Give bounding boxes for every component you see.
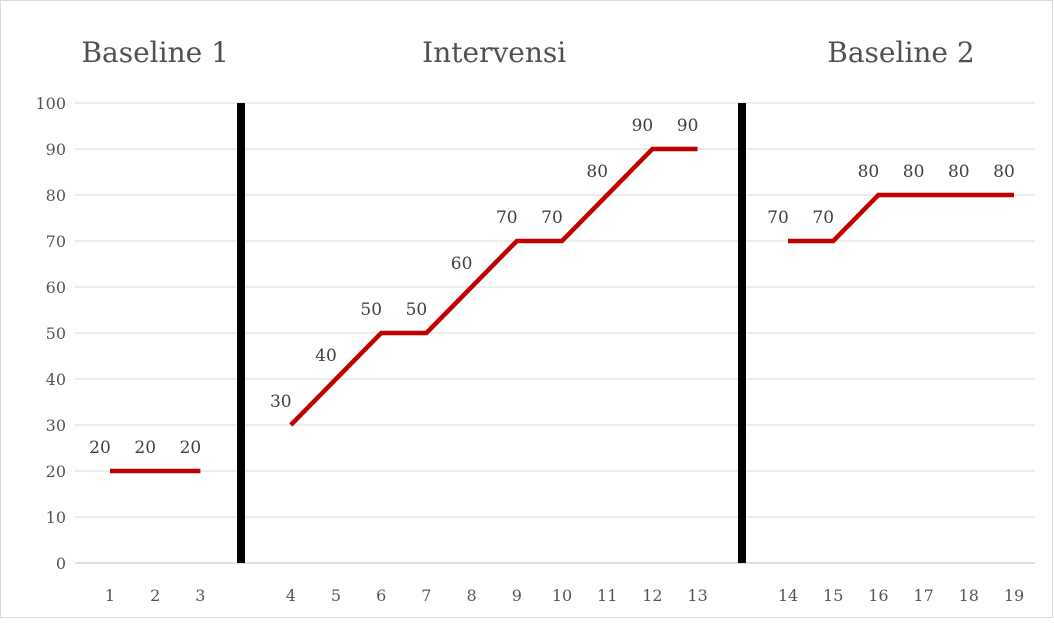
x-tick-label: 1 [105, 586, 115, 605]
y-tick-label: 90 [46, 140, 66, 159]
x-tick-label: 12 [642, 586, 662, 605]
data-label: 80 [948, 162, 970, 182]
data-label: 30 [270, 392, 292, 412]
y-tick-label: 30 [46, 416, 66, 435]
data-label: 60 [451, 254, 473, 274]
data-label: 80 [586, 162, 608, 182]
data-label: 40 [315, 346, 337, 366]
data-label: 90 [632, 116, 654, 136]
x-tick-label: 6 [376, 586, 386, 605]
data-label: 90 [677, 116, 699, 136]
y-tick-label: 80 [46, 186, 66, 205]
y-tick-label: 50 [46, 324, 66, 343]
data-label: 80 [858, 162, 880, 182]
data-label: 50 [406, 300, 428, 320]
x-tick-label: 8 [467, 586, 477, 605]
phase-title: Baseline 2 [827, 36, 974, 69]
x-tick-label: 14 [778, 586, 798, 605]
data-label: 80 [903, 162, 925, 182]
x-tick-label: 15 [823, 586, 843, 605]
data-label: 80 [993, 162, 1015, 182]
y-tick-label: 10 [46, 508, 66, 527]
data-label: 70 [767, 208, 789, 228]
data-label: 70 [496, 208, 518, 228]
data-label: 70 [812, 208, 834, 228]
x-tick-label: 2 [150, 586, 160, 605]
x-tick-label: 4 [286, 586, 296, 605]
x-tick-label: 7 [421, 586, 431, 605]
y-tick-label: 60 [46, 278, 66, 297]
y-tick-label: 100 [35, 94, 66, 113]
data-label: 50 [360, 300, 382, 320]
x-tick-label: 9 [512, 586, 522, 605]
data-label: 20 [180, 438, 202, 458]
x-tick-label: 18 [959, 586, 979, 605]
data-label: 20 [134, 438, 156, 458]
y-tick-label: 70 [46, 232, 66, 251]
data-label: 70 [541, 208, 563, 228]
x-tick-label: 17 [913, 586, 933, 605]
x-tick-label: 10 [552, 586, 572, 605]
y-tick-label: 0 [56, 554, 66, 573]
x-tick-label: 13 [687, 586, 707, 605]
x-tick-label: 3 [195, 586, 205, 605]
x-tick-label: 19 [1004, 586, 1024, 605]
data-label: 20 [89, 438, 111, 458]
phase-title: Baseline 1 [81, 36, 228, 69]
phase-titles: Baseline 1 Intervensi Baseline 2 [81, 36, 974, 69]
y-tick-label: 20 [46, 462, 66, 481]
x-tick-label: 11 [597, 586, 617, 605]
phase-title: Intervensi [422, 36, 566, 69]
x-tick-label: 16 [868, 586, 888, 605]
y-tick-label: 40 [46, 370, 66, 389]
x-tick-label: 5 [331, 586, 341, 605]
